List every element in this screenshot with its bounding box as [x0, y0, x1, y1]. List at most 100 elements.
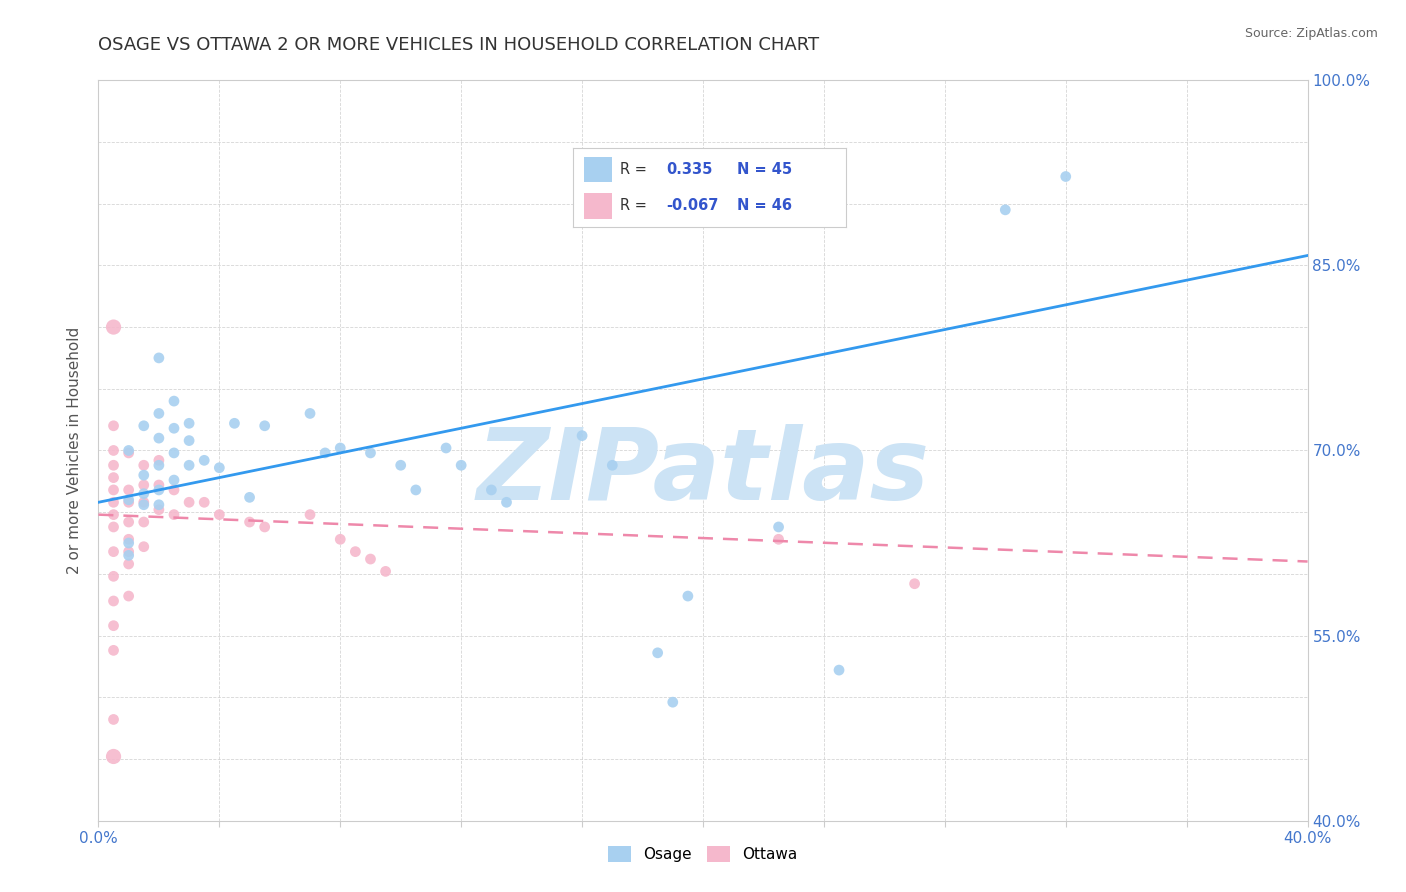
Point	[299, 407, 322, 421]
Point	[179, 495, 201, 509]
Point	[148, 351, 170, 365]
Point	[768, 533, 790, 547]
Point	[103, 749, 125, 764]
Point	[602, 458, 624, 473]
Point	[132, 498, 155, 512]
Point	[132, 458, 155, 473]
Point	[239, 491, 262, 505]
Point	[148, 502, 170, 516]
Point	[329, 533, 352, 547]
Legend: Osage, Ottawa: Osage, Ottawa	[602, 840, 804, 869]
Point	[450, 458, 472, 473]
Point	[434, 441, 457, 455]
Point	[132, 468, 155, 483]
Point	[132, 515, 155, 529]
Point	[148, 407, 170, 421]
Text: OSAGE VS OTTAWA 2 OR MORE VEHICLES IN HOUSEHOLD CORRELATION CHART: OSAGE VS OTTAWA 2 OR MORE VEHICLES IN HO…	[98, 36, 820, 54]
Point	[148, 453, 170, 467]
Point	[208, 460, 231, 475]
Point	[179, 458, 201, 473]
Point	[193, 495, 215, 509]
Point	[163, 508, 186, 522]
Point	[163, 446, 186, 460]
Point	[103, 520, 125, 534]
Point	[118, 533, 141, 547]
Point	[103, 418, 125, 433]
Point	[163, 483, 186, 497]
Point	[103, 483, 125, 497]
Point	[360, 552, 382, 566]
Point	[405, 483, 427, 497]
Point	[103, 594, 125, 608]
Point	[103, 458, 125, 473]
Point	[1054, 169, 1077, 184]
Point	[314, 446, 336, 460]
Point	[904, 576, 927, 591]
Point	[148, 483, 170, 497]
Point	[118, 483, 141, 497]
Point	[132, 418, 155, 433]
Point	[103, 569, 125, 583]
Point	[208, 508, 231, 522]
Text: N = 46: N = 46	[737, 198, 792, 213]
Point	[179, 417, 201, 431]
Text: N = 45: N = 45	[737, 162, 792, 178]
Point	[828, 663, 851, 677]
Point	[163, 421, 186, 435]
Point	[118, 557, 141, 571]
Point	[253, 520, 276, 534]
Point	[299, 508, 322, 522]
Point	[132, 495, 155, 509]
Point	[118, 492, 141, 507]
Point	[118, 446, 141, 460]
Text: Source: ZipAtlas.com: Source: ZipAtlas.com	[1244, 27, 1378, 40]
Bar	[585, 157, 612, 182]
Point	[374, 565, 396, 579]
Point	[994, 202, 1017, 217]
Text: R =: R =	[620, 198, 651, 213]
Point	[179, 434, 201, 448]
Text: R =: R =	[620, 162, 651, 178]
Point	[193, 453, 215, 467]
Point	[103, 508, 125, 522]
Point	[329, 441, 352, 455]
Point	[495, 495, 517, 509]
Point	[103, 643, 125, 657]
Bar	[585, 194, 612, 219]
Point	[103, 495, 125, 509]
Point	[163, 473, 186, 487]
Point	[768, 520, 790, 534]
Point	[389, 458, 412, 473]
Point	[148, 498, 170, 512]
Point	[103, 544, 125, 558]
Point	[118, 515, 141, 529]
Point	[481, 483, 503, 497]
Text: ZIPatlas: ZIPatlas	[477, 425, 929, 521]
Point	[118, 536, 141, 550]
Point	[148, 431, 170, 445]
Point	[118, 495, 141, 509]
Point	[103, 443, 125, 458]
Point	[103, 320, 125, 334]
Point	[132, 486, 155, 500]
Text: 0.335: 0.335	[666, 162, 713, 178]
Point	[118, 544, 141, 558]
Point	[148, 478, 170, 492]
Point	[661, 695, 683, 709]
Point	[118, 443, 141, 458]
Point	[360, 446, 382, 460]
Text: -0.067: -0.067	[666, 198, 718, 213]
Point	[148, 458, 170, 473]
Point	[118, 549, 141, 563]
Point	[103, 470, 125, 484]
Point	[239, 515, 262, 529]
Point	[163, 394, 186, 409]
Point	[344, 544, 367, 558]
Point	[224, 417, 246, 431]
Point	[103, 618, 125, 632]
Point	[103, 713, 125, 727]
Point	[132, 540, 155, 554]
Point	[647, 646, 669, 660]
Point	[118, 589, 141, 603]
Point	[676, 589, 699, 603]
